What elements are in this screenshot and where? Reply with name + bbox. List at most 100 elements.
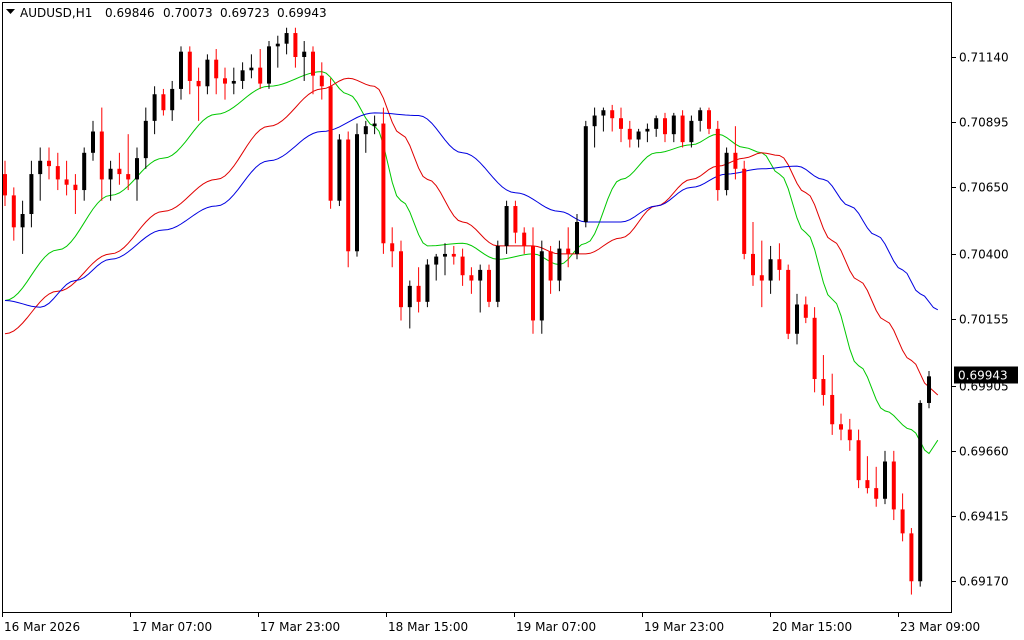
candle-body (443, 253, 447, 257)
candle-body (724, 152, 729, 191)
candle (865, 456, 870, 494)
candle-body (328, 86, 333, 201)
candle-body (495, 245, 500, 302)
x-tick-label: 19 Mar 07:00 (516, 620, 596, 634)
candle (126, 134, 131, 191)
candle-body (610, 110, 615, 119)
candle (434, 253, 439, 281)
close-value: 0.69943 (277, 6, 327, 20)
candle (698, 107, 703, 132)
candle (777, 243, 782, 281)
candle (451, 245, 456, 265)
candle (909, 528, 914, 595)
candle (108, 160, 113, 201)
candle (839, 413, 843, 441)
candle (575, 214, 579, 260)
candle (47, 147, 51, 180)
candle (223, 67, 227, 100)
candle-body (627, 128, 632, 140)
candle (856, 429, 861, 489)
candle (900, 493, 905, 542)
candle-body (786, 269, 791, 334)
candle (346, 131, 351, 268)
candle-body (55, 166, 60, 180)
candle (3, 160, 7, 207)
candle (689, 115, 694, 148)
candle-body (865, 480, 870, 489)
candle-body (504, 206, 509, 246)
candle-body (3, 174, 7, 196)
candle (601, 107, 606, 132)
candle (636, 128, 641, 148)
candle (645, 123, 650, 143)
candle (663, 112, 667, 143)
candle (319, 62, 324, 100)
low-value: 0.69723 (220, 6, 270, 20)
candle (284, 27, 289, 55)
candle-body (152, 94, 157, 121)
candle-body (407, 285, 412, 308)
candle (733, 126, 738, 180)
candle (407, 280, 412, 329)
candle-body (302, 51, 307, 57)
candle-body (170, 88, 175, 111)
candle-body (469, 275, 474, 281)
candle (927, 371, 931, 409)
candle-body (214, 59, 219, 79)
candle-body (82, 152, 87, 191)
candle (302, 41, 307, 81)
candle-body (64, 179, 69, 185)
candle-body (161, 94, 166, 111)
candle (399, 240, 403, 321)
x-tick-label: 20 Mar 15:00 (772, 620, 852, 634)
candle-body (619, 118, 623, 129)
candle (742, 160, 747, 260)
ma-fast-line (4, 71, 939, 455)
candle-body (363, 126, 368, 135)
candle (425, 259, 430, 308)
candle (707, 107, 711, 135)
x-tick-label: 16 Mar 2026 (4, 620, 80, 634)
candle-body (434, 256, 439, 265)
candle-body (671, 115, 676, 135)
candle-body (601, 110, 606, 116)
candle (759, 240, 764, 308)
candle (751, 221, 755, 286)
candle-body (531, 245, 535, 321)
high-value: 0.70073 (163, 6, 213, 20)
candle (267, 41, 271, 89)
candle-body (803, 304, 808, 318)
candle-body (847, 429, 852, 441)
candle (170, 80, 175, 121)
candle (416, 267, 421, 313)
candle (73, 174, 78, 215)
candle-body (205, 59, 210, 87)
ma-slow-line (4, 112, 939, 311)
candle (293, 27, 298, 68)
candle (513, 200, 518, 244)
candle-body (99, 131, 104, 180)
candle (143, 107, 148, 169)
candle (55, 152, 60, 191)
chart-header: AUDUSD,H1 0.69846 0.70073 0.69723 0.6994… (6, 6, 327, 20)
y-tick-label: 0.71140 (959, 51, 1009, 65)
candle (20, 200, 25, 254)
candle-body (759, 275, 764, 281)
candle-body (900, 509, 905, 534)
price-marker-bg (954, 366, 1018, 384)
candle (891, 450, 896, 521)
candle-body (355, 134, 359, 252)
candle-body (927, 376, 931, 403)
candle-body (636, 131, 641, 140)
candle-body (583, 126, 588, 222)
candle (883, 450, 887, 505)
candle-body (812, 317, 817, 380)
candle (566, 227, 571, 268)
candle-body (187, 51, 192, 81)
candle (91, 120, 95, 161)
triangle-down-icon[interactable] (6, 9, 15, 14)
candlesticks (3, 27, 931, 595)
candle-body (645, 128, 650, 132)
y-tick-label: 0.69415 (959, 510, 1009, 524)
x-tick-label: 23 Mar 09:00 (900, 620, 980, 634)
